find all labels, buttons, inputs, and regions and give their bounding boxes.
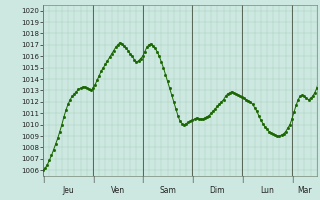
Text: Lun: Lun	[260, 186, 274, 195]
Text: Mar: Mar	[297, 186, 312, 195]
Text: |: |	[42, 176, 44, 183]
Text: |: |	[291, 176, 293, 183]
Text: Ven: Ven	[111, 186, 125, 195]
Text: Jeu: Jeu	[62, 186, 74, 195]
Text: |: |	[241, 176, 244, 183]
Text: |: |	[141, 176, 144, 183]
Text: |: |	[92, 176, 94, 183]
Text: |: |	[191, 176, 194, 183]
Text: Dim: Dim	[210, 186, 225, 195]
Text: Sam: Sam	[159, 186, 176, 195]
